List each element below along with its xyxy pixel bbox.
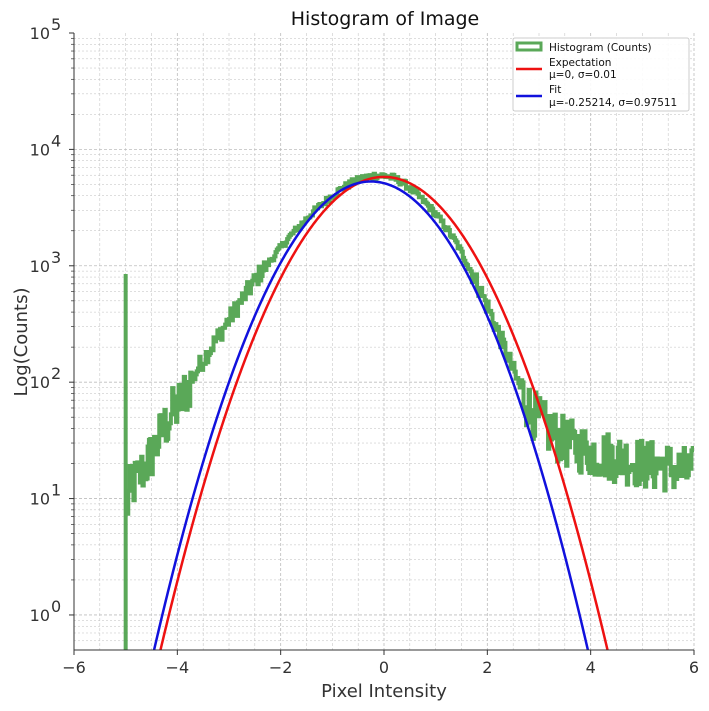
series-layer — [123, 171, 694, 650]
histogram-series — [124, 171, 694, 516]
x-tick-label: 6 — [689, 658, 699, 677]
x-tick-label: 2 — [482, 658, 492, 677]
legend-box — [512, 37, 690, 112]
legend-fit-label: Fit — [549, 84, 561, 96]
grid-lines — [73, 33, 695, 651]
y-tick-exponent: 4 — [51, 131, 61, 150]
y-tick-label: 10 — [30, 490, 50, 509]
y-axis-label: Log(Counts) — [11, 287, 32, 396]
y-tick-label: 10 — [30, 140, 50, 159]
legend-expectation-label: Expectation — [549, 57, 611, 69]
x-tick-label: 0 — [379, 658, 389, 677]
y-tick-exponent: 1 — [51, 481, 61, 500]
x-axis-label: Pixel Intensity — [321, 681, 447, 702]
legend-histogram-label: Histogram (Counts) — [549, 42, 652, 54]
legend-histogram-swatch — [515, 41, 543, 52]
y-tick-exponent: 5 — [51, 15, 61, 34]
x-tick-label: −6 — [62, 658, 86, 677]
y-tick-exponent: 0 — [51, 597, 61, 616]
expectation-curve — [159, 175, 609, 650]
y-tick-exponent: 2 — [51, 364, 61, 383]
legend-fit-params: μ=-0.25214, σ=0.97511 — [549, 97, 677, 109]
y-tick-label: 10 — [30, 606, 50, 625]
y-tick-label: 10 — [30, 257, 50, 276]
x-tick-label: −2 — [269, 658, 293, 677]
fit-curve — [152, 180, 590, 650]
x-tick-label: 4 — [586, 658, 596, 677]
y-tick-label: 10 — [30, 24, 50, 43]
y-tick-exponent: 3 — [51, 248, 61, 267]
x-tick-label: −4 — [166, 658, 190, 677]
chart-title: Histogram of Image — [291, 8, 479, 30]
y-tick-label: 10 — [30, 373, 50, 392]
legend-expectation-params: μ=0, σ=0.01 — [549, 69, 617, 81]
legend: Histogram (Counts) Expectation μ=0, σ=0.… — [512, 37, 690, 112]
